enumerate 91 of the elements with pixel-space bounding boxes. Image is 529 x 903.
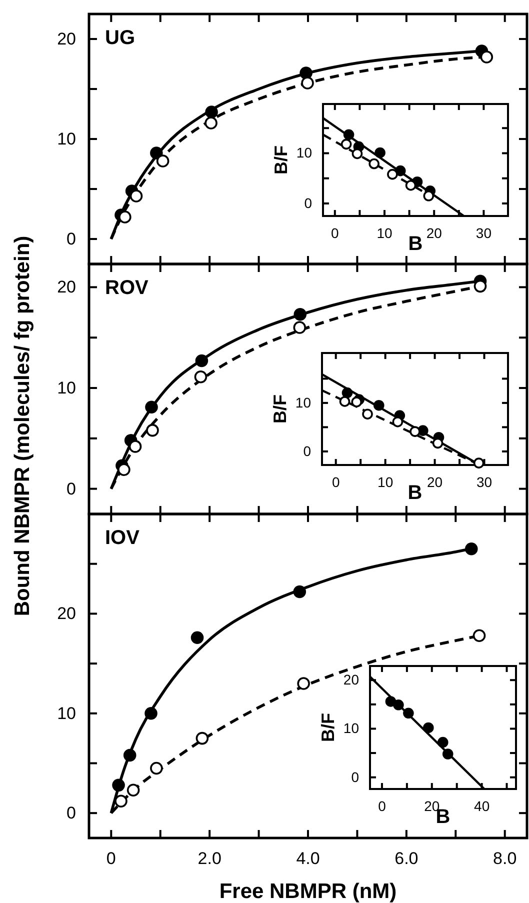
point [150, 146, 163, 160]
point [342, 387, 353, 398]
point [301, 76, 314, 90]
y-tick-label: 10 [295, 394, 312, 410]
point [297, 677, 310, 690]
text: IOV [105, 527, 140, 549]
point [352, 148, 363, 160]
point [385, 696, 396, 707]
text: ROV [105, 277, 149, 299]
point [405, 180, 416, 191]
x-axis-title: B [408, 482, 422, 504]
point [423, 722, 434, 734]
y-axis-title: B/F [318, 713, 338, 742]
y-tick-label: 0 [351, 768, 360, 785]
y-tick-label: 20 [57, 604, 76, 624]
x-tick-label: 8.0 [493, 849, 517, 868]
y-tick-label: 10 [296, 144, 312, 161]
point [123, 748, 136, 762]
x-tick-label: 20 [426, 224, 442, 241]
point [442, 748, 454, 760]
point [472, 629, 486, 642]
point [339, 396, 350, 407]
point [144, 706, 158, 720]
point [118, 210, 132, 224]
y-tick-label: 10 [57, 704, 76, 723]
y-tick-label: 0 [303, 442, 312, 459]
point [474, 280, 487, 293]
point [480, 50, 494, 64]
x-tick-label: 0 [378, 798, 386, 814]
point [373, 400, 384, 411]
point [128, 440, 142, 453]
point [205, 106, 218, 118]
point [112, 778, 125, 792]
point [393, 700, 404, 710]
point [114, 794, 128, 808]
point [156, 154, 170, 168]
point [294, 308, 307, 321]
text: UG [105, 27, 135, 49]
x-tick-label: 0 [332, 474, 340, 490]
point [362, 408, 373, 420]
point [437, 736, 448, 748]
point [150, 762, 163, 775]
point [293, 585, 306, 598]
x-axis-title: Free NBMPR (nM) [219, 880, 397, 903]
point [387, 168, 398, 180]
x-tick-label: 4.0 [296, 849, 320, 868]
point [464, 542, 478, 556]
y-tick-label: 20 [57, 29, 76, 48]
x-tick-label: 20 [427, 474, 443, 490]
point [410, 426, 420, 437]
y-tick-label: 20 [57, 278, 76, 297]
point [473, 458, 484, 468]
x-tick-label: 0 [106, 849, 116, 868]
x-tick-label: 6.0 [394, 849, 418, 868]
point [343, 129, 354, 140]
x-tick-label: 0 [331, 224, 340, 241]
point [374, 147, 386, 158]
x-axis-title: B [408, 233, 423, 255]
y-tick-label: 10 [57, 129, 76, 148]
point [351, 396, 362, 408]
y-tick-label: 10 [343, 720, 360, 736]
y-tick-label: 10 [57, 378, 76, 398]
point [145, 400, 158, 414]
point [394, 165, 406, 176]
x-tick-label: 30 [476, 474, 492, 490]
y-axis-title: Bound NBMPR (molecules/ fg protein) [11, 236, 34, 616]
point [423, 190, 434, 202]
point [293, 321, 306, 334]
y-axis-title: B/F [271, 146, 291, 174]
point [190, 631, 204, 644]
point [126, 784, 140, 797]
x-tick-label: 30 [476, 224, 492, 241]
point [403, 708, 414, 719]
point [340, 138, 352, 150]
point [204, 116, 218, 130]
point [195, 354, 208, 368]
y-tick-label: 20 [343, 672, 360, 688]
x-tick-label: 2.0 [198, 849, 222, 868]
point [146, 424, 159, 437]
x-tick-label: 10 [376, 224, 392, 241]
point [196, 732, 209, 745]
y-axis-title: B/F [270, 394, 290, 424]
point [130, 190, 143, 202]
y-tick-label: 0 [304, 194, 312, 211]
x-tick-label: 40 [474, 798, 490, 814]
point [194, 370, 208, 384]
point [368, 158, 380, 170]
point [300, 66, 312, 80]
point [392, 416, 404, 428]
x-tick-label: 10 [378, 474, 394, 490]
point [118, 463, 130, 476]
